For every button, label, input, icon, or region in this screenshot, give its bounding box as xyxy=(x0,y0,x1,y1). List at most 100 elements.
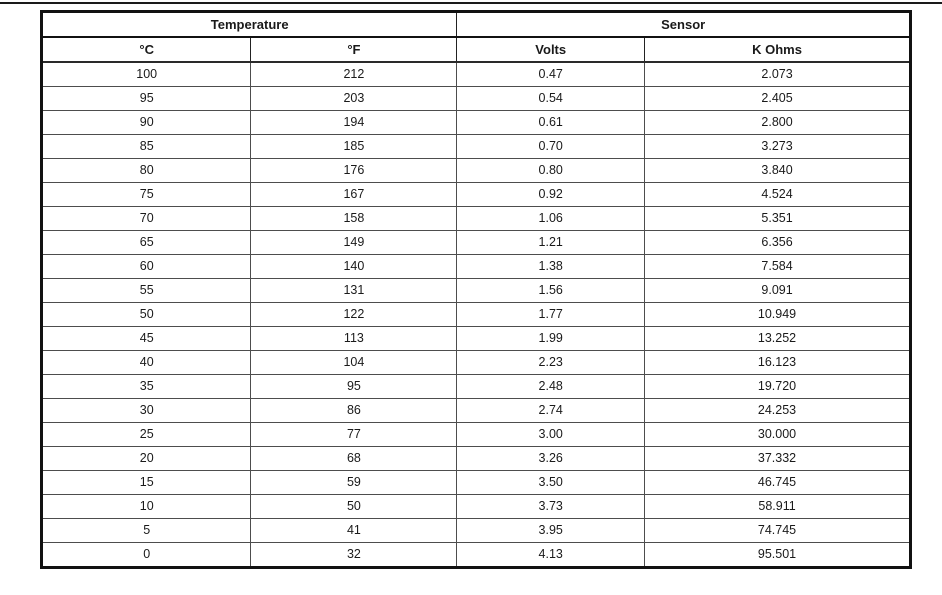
table-cell: 95 xyxy=(250,374,458,399)
table-row: 45 113 1.99 13.252 xyxy=(40,326,911,351)
table-cell: 167 xyxy=(250,182,458,207)
table-cell: 60 xyxy=(40,254,252,279)
table-row: 85 185 0.70 3.273 xyxy=(40,134,911,159)
table-cell: 20 xyxy=(40,446,252,471)
table-row: 100 212 0.47 2.073 xyxy=(40,61,911,87)
table-row: 10 50 3.73 58.911 xyxy=(40,494,911,519)
table-row: 70 158 1.06 5.351 xyxy=(40,206,911,231)
table-cell: 0.54 xyxy=(456,86,646,111)
table-row: 25 77 3.00 30.000 xyxy=(40,422,911,447)
table-cell: 15 xyxy=(40,470,252,495)
table-cell: 75 xyxy=(40,182,252,207)
table-cell: 1.38 xyxy=(456,254,646,279)
table-cell: 194 xyxy=(250,110,458,135)
table-cell: 203 xyxy=(250,86,458,111)
table-cell: 212 xyxy=(250,61,458,87)
table-cell: 3.840 xyxy=(644,158,911,183)
table-row: 95 203 0.54 2.405 xyxy=(40,86,911,111)
col-header-kohms: K Ohms xyxy=(644,36,911,63)
table-cell: 1.99 xyxy=(456,326,646,351)
table-cell: 9.091 xyxy=(644,278,911,303)
table-cell: 70 xyxy=(40,206,252,231)
table-cell: 0.80 xyxy=(456,158,646,183)
table-cell: 1.06 xyxy=(456,206,646,231)
temperature-group-header: Temperature xyxy=(40,11,458,38)
table-cell: 59 xyxy=(250,470,458,495)
table-cell: 30 xyxy=(40,398,252,423)
table-cell: 45 xyxy=(40,326,252,351)
table-cell: 25 xyxy=(40,422,252,447)
table-cell: 0.92 xyxy=(456,182,646,207)
table-cell: 10.949 xyxy=(644,302,911,327)
table-row: 15 59 3.50 46.745 xyxy=(40,470,911,495)
table-cell: 50 xyxy=(250,494,458,519)
table-row: 60 140 1.38 7.584 xyxy=(40,254,911,279)
col-header-volts: Volts xyxy=(456,36,646,63)
table-cell: 41 xyxy=(250,518,458,543)
table-row: 20 68 3.26 37.332 xyxy=(40,446,911,471)
table-row: 0 32 4.13 95.501 xyxy=(40,542,911,568)
table-cell: 50 xyxy=(40,302,252,327)
table-cell: 90 xyxy=(40,110,252,135)
page-top-rule xyxy=(0,2,942,4)
table-cell: 37.332 xyxy=(644,446,911,471)
table-cell: 74.745 xyxy=(644,518,911,543)
table-cell: 4.13 xyxy=(456,542,646,568)
table-cell: 55 xyxy=(40,278,252,303)
table-cell: 3.00 xyxy=(456,422,646,447)
table-cell: 5.351 xyxy=(644,206,911,231)
sensor-group-header: Sensor xyxy=(456,11,911,38)
table-row: 90 194 0.61 2.800 xyxy=(40,110,911,135)
col-header-celsius: °C xyxy=(40,36,252,63)
table-cell: 86 xyxy=(250,398,458,423)
table-cell: 3.273 xyxy=(644,134,911,159)
table-cell: 46.745 xyxy=(644,470,911,495)
table-cell: 32 xyxy=(250,542,458,568)
sensor-table-body: 100 212 0.47 2.073 95 203 0.54 2.405 90 194 0.61 2.… xyxy=(40,61,911,568)
table-cell: 95.501 xyxy=(644,542,911,568)
table-row: 5 41 3.95 74.745 xyxy=(40,518,911,543)
table-cell: 77 xyxy=(250,422,458,447)
table-cell: 0.47 xyxy=(456,61,646,87)
table-cell: 100 xyxy=(40,61,252,87)
column-header-row: °C °F Volts K Ohms xyxy=(40,36,911,63)
table-row: 40 104 2.23 16.123 xyxy=(40,350,911,375)
col-header-fahrenheit: °F xyxy=(250,36,458,63)
table-row: 50 122 1.77 10.949 xyxy=(40,302,911,327)
table-cell: 85 xyxy=(40,134,252,159)
table-cell: 80 xyxy=(40,158,252,183)
table-cell: 6.356 xyxy=(644,230,911,255)
table-cell: 2.405 xyxy=(644,86,911,111)
table-cell: 16.123 xyxy=(644,350,911,375)
table-cell: 158 xyxy=(250,206,458,231)
table-row: 55 131 1.56 9.091 xyxy=(40,278,911,303)
group-header-row: Temperature Sensor xyxy=(40,11,911,38)
table-cell: 113 xyxy=(250,326,458,351)
table-cell: 30.000 xyxy=(644,422,911,447)
table-cell: 185 xyxy=(250,134,458,159)
table-cell: 95 xyxy=(40,86,252,111)
table-cell: 10 xyxy=(40,494,252,519)
table-row: 65 149 1.21 6.356 xyxy=(40,230,911,255)
table-cell: 7.584 xyxy=(644,254,911,279)
table-cell: 149 xyxy=(250,230,458,255)
table-row: 80 176 0.80 3.840 xyxy=(40,158,911,183)
table-cell: 19.720 xyxy=(644,374,911,399)
temperature-sensor-table: Temperature Sensor °C °F Volts K Ohms 10… xyxy=(40,10,912,569)
table-cell: 24.253 xyxy=(644,398,911,423)
table-cell: 2.23 xyxy=(456,350,646,375)
table-cell: 1.77 xyxy=(456,302,646,327)
table-cell: 65 xyxy=(40,230,252,255)
table-cell: 13.252 xyxy=(644,326,911,351)
table-cell: 58.911 xyxy=(644,494,911,519)
table-row: 75 167 0.92 4.524 xyxy=(40,182,911,207)
table-cell: 1.21 xyxy=(456,230,646,255)
table-cell: 176 xyxy=(250,158,458,183)
table-cell: 2.48 xyxy=(456,374,646,399)
table-cell: 40 xyxy=(40,350,252,375)
table-cell: 3.50 xyxy=(456,470,646,495)
table-cell: 68 xyxy=(250,446,458,471)
table-cell: 2.073 xyxy=(644,61,911,87)
table-cell: 5 xyxy=(40,518,252,543)
